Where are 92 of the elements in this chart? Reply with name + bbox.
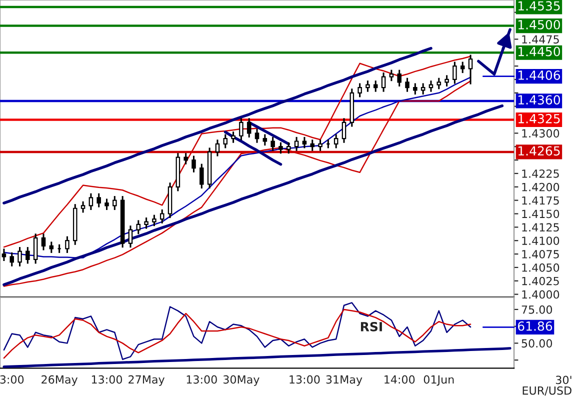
y-tick-label: 1.4050 [522, 263, 560, 272]
ref-line-label: 1.4265 [518, 146, 560, 156]
x-tick-label: 14:00 [384, 375, 415, 384]
text: EUR/USD [522, 386, 572, 396]
candlestick [389, 69, 394, 82]
ref-line-label: 1.4500 [518, 20, 560, 30]
candlestick [270, 136, 275, 152]
candlestick [310, 138, 314, 152]
x-tick-label: 13:00 [186, 375, 217, 384]
candlestick [342, 117, 346, 144]
y-tick-label: 1.4300 [522, 129, 560, 138]
candlestick [192, 154, 196, 174]
candlestick [420, 82, 426, 96]
candlestick [452, 60, 457, 85]
y-tick-label: 1.4125 [522, 223, 559, 232]
y-tick-label: 1.4150 [522, 210, 560, 218]
candlestick [444, 74, 449, 88]
x-tick-label: 30May [223, 375, 260, 386]
candlestick [65, 236, 70, 254]
x-tick-label: 13:00 [290, 375, 320, 384]
candlestick [381, 72, 386, 93]
candlestick [144, 216, 148, 230]
candlestick [184, 152, 188, 166]
candlestick [2, 248, 6, 262]
y-tick-label: 1.4200 [522, 182, 560, 192]
x-tick-label: 01Jun [424, 375, 454, 386]
candlestick [318, 138, 322, 152]
candlestick [223, 133, 228, 149]
candlestick [200, 163, 204, 190]
candlestick [397, 69, 402, 88]
candlestick [334, 133, 338, 149]
candlestick [26, 246, 30, 264]
candlestick [436, 77, 442, 90]
candlestick [215, 138, 220, 158]
y-tick-label: 1.4175 [522, 196, 559, 205]
y-tick-label: 75.00 [522, 305, 552, 314]
line-series [248, 121, 290, 146]
candlestick [413, 82, 418, 96]
candlestick [41, 232, 46, 252]
line-series [224, 130, 282, 166]
annotation: RSI [360, 322, 382, 332]
candlestick [254, 128, 260, 144]
candlestick [373, 80, 378, 93]
text: 30' [556, 376, 572, 384]
candlestick [18, 246, 22, 268]
x-tick-label: 31May [326, 375, 362, 386]
candlestick [286, 142, 291, 154]
candlestick [231, 130, 236, 144]
candlestick [294, 136, 299, 152]
candlestick [49, 240, 54, 254]
x-tick-label: 13:00 [92, 375, 122, 384]
candlestick [136, 219, 141, 235]
line-series [2, 104, 504, 286]
candlestick [160, 208, 164, 224]
line-series [477, 28, 512, 76]
candlestick [358, 82, 362, 98]
candlestick [152, 214, 156, 227]
ref-line-label: 1.4325 [518, 114, 560, 124]
y-tick-label: 1.4475 [522, 35, 559, 44]
line-series [2, 46, 432, 204]
candlestick [302, 136, 307, 149]
ref-line-label: 1.4360 [518, 95, 560, 105]
candlestick [33, 232, 38, 264]
candlestick [246, 117, 252, 138]
candlestick [96, 192, 101, 208]
candlestick [460, 60, 465, 74]
y-tick-label: 1.4000 [522, 290, 560, 299]
candlestick [10, 252, 14, 268]
candlestick [262, 133, 268, 146]
candlestick [128, 224, 133, 248]
candlestick [104, 198, 109, 211]
x-tick-label: 27May [128, 375, 165, 386]
candlestick [80, 200, 86, 214]
y-tick-label: 1.4025 [522, 276, 559, 286]
y-tick-label: 1.4075 [522, 250, 559, 258]
y-tick-label: 1.4100 [522, 236, 560, 245]
candlestick [405, 77, 410, 93]
candlestick [88, 192, 94, 211]
candlestick [468, 54, 473, 86]
x-tick-label: 3:00 [0, 375, 24, 384]
candlestick [112, 195, 117, 211]
x-tick-label: 26May [42, 375, 78, 386]
annotation: 61.86 [518, 321, 552, 331]
candlestick [428, 80, 434, 93]
candlestick [239, 117, 244, 141]
ref-line-label: 1.4535 [518, 1, 560, 11]
ref-line-label: 1.4450 [518, 46, 560, 56]
candlestick [366, 80, 370, 93]
y-tick-label: 50.00 [522, 339, 552, 348]
y-tick-label: 1.4225 [522, 169, 559, 178]
text: 1.4406 [518, 70, 560, 80]
candlestick [278, 142, 283, 154]
